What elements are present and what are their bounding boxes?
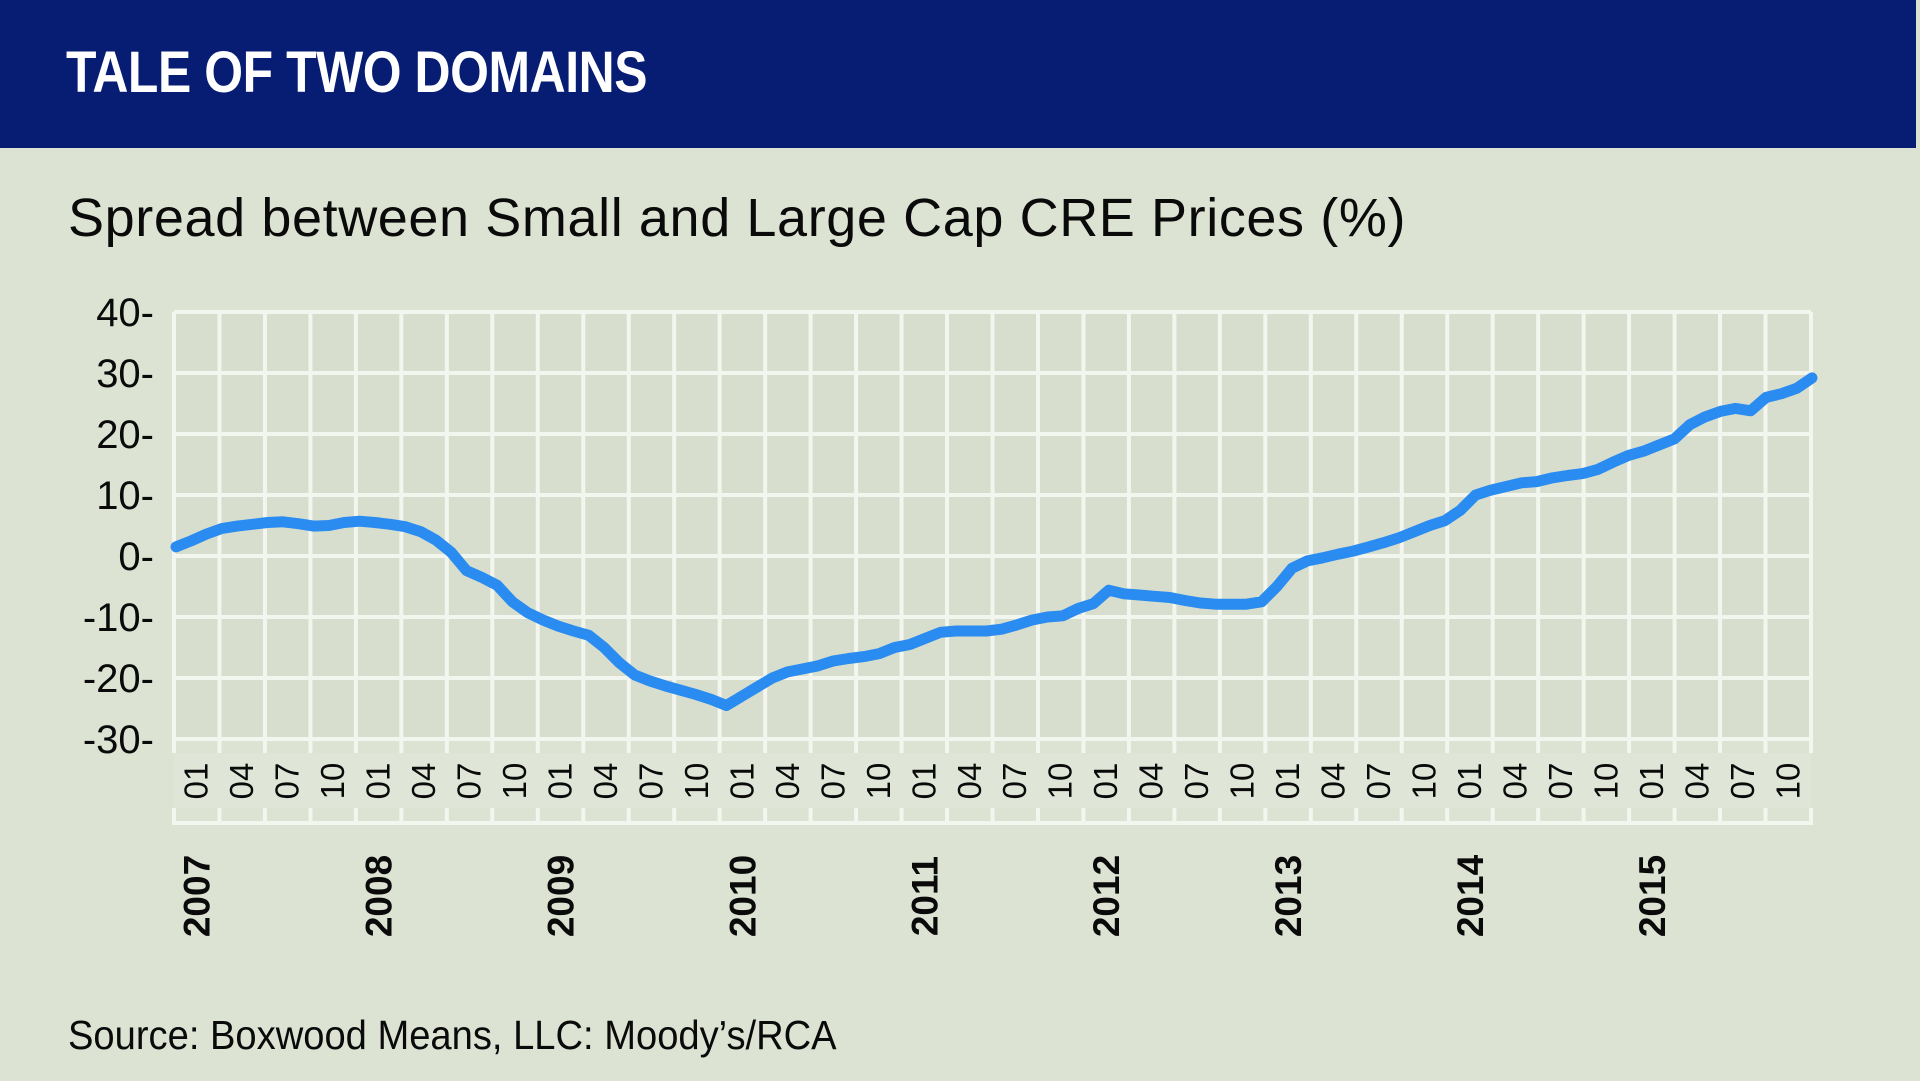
x-tick-label: 04: [1496, 763, 1533, 800]
x-tick-label: 10: [1224, 763, 1261, 800]
x-tick-label: 10: [496, 763, 533, 800]
x-tick-label: 01: [542, 763, 579, 800]
header-bar: TALE OF TWO DOMAINS: [0, 0, 1916, 148]
x-tick-label: 07: [451, 763, 488, 800]
x-tick-label: 04: [223, 763, 260, 800]
x-tick-label: 10: [678, 763, 715, 800]
month-label-band: [174, 753, 1811, 808]
y-tick-label: 20-: [96, 413, 154, 457]
x-tick-label: 04: [587, 763, 624, 800]
x-tick-label: 10: [1587, 763, 1624, 800]
x-year-label: 2013: [1268, 855, 1309, 937]
y-tick-label: 30-: [96, 352, 154, 396]
header-title: TALE OF TWO DOMAINS: [66, 40, 648, 105]
x-year-label: 2012: [1086, 855, 1127, 937]
y-tick-label: 0-: [118, 535, 154, 579]
x-tick-label: 04: [769, 763, 806, 800]
x-tick-label: 10: [1405, 763, 1442, 800]
x-tick-label: 01: [905, 763, 942, 800]
x-tick-label: 07: [996, 763, 1033, 800]
y-tick-label: -10-: [83, 596, 154, 640]
x-tick-label: 01: [360, 763, 397, 800]
x-tick-label: 04: [1133, 763, 1170, 800]
x-tick-label: 07: [1542, 763, 1579, 800]
x-axis: 01 04 07 10 01 04 07 10 01 04 07 10 01 04 07 10 01 04 07 10…: [177, 763, 1807, 938]
x-tick-label: 07: [1360, 763, 1397, 800]
y-axis: 40- 30- 20- 10- 0- -10- -20- -30-: [83, 291, 154, 762]
x-tick-label: 01: [723, 763, 760, 800]
x-tick-label: 04: [1678, 763, 1715, 800]
x-year-label: 2011: [904, 856, 945, 936]
x-tick-label: 01: [1087, 763, 1124, 800]
x-tick-label: 07: [269, 763, 306, 800]
x-tick-label: 01: [1269, 763, 1306, 800]
grid: [172, 310, 1813, 825]
x-tick-label: 10: [314, 763, 351, 800]
x-year-label: 2008: [359, 855, 400, 937]
x-tick-label: 10: [860, 763, 897, 800]
y-tick-label: -20-: [83, 657, 154, 701]
x-year-label: 2009: [541, 855, 582, 937]
x-tick-label: 07: [1178, 763, 1215, 800]
x-year-label: 2014: [1450, 854, 1491, 937]
y-tick-label: 40-: [96, 291, 154, 335]
x-tick-label: 01: [178, 763, 215, 800]
x-tick-label: 04: [951, 763, 988, 800]
series-line: [170, 372, 1818, 711]
y-tick-label: -30-: [83, 718, 154, 762]
source-note: Source: Boxwood Means, LLC: Moody’s/RCA: [68, 1012, 837, 1058]
series: [170, 372, 1818, 711]
x-year-label: 2015: [1632, 855, 1673, 937]
x-tick-label: 04: [1315, 763, 1352, 800]
x-year-label: 2010: [722, 855, 763, 937]
x-tick-label: 10: [1042, 763, 1079, 800]
x-tick-label: 04: [405, 763, 442, 800]
x-tick-label: 07: [814, 763, 851, 800]
x-tick-label: 01: [1633, 763, 1670, 800]
x-tick-label: 07: [1724, 763, 1761, 800]
x-tick-label: 07: [632, 763, 669, 800]
x-tick-label: 01: [1451, 763, 1488, 800]
chart-title: Spread between Small and Large Cap CRE P…: [68, 188, 1407, 248]
x-year-label: 2007: [177, 855, 218, 937]
x-tick-label: 10: [1769, 763, 1806, 800]
y-tick-label: 10-: [96, 474, 154, 518]
